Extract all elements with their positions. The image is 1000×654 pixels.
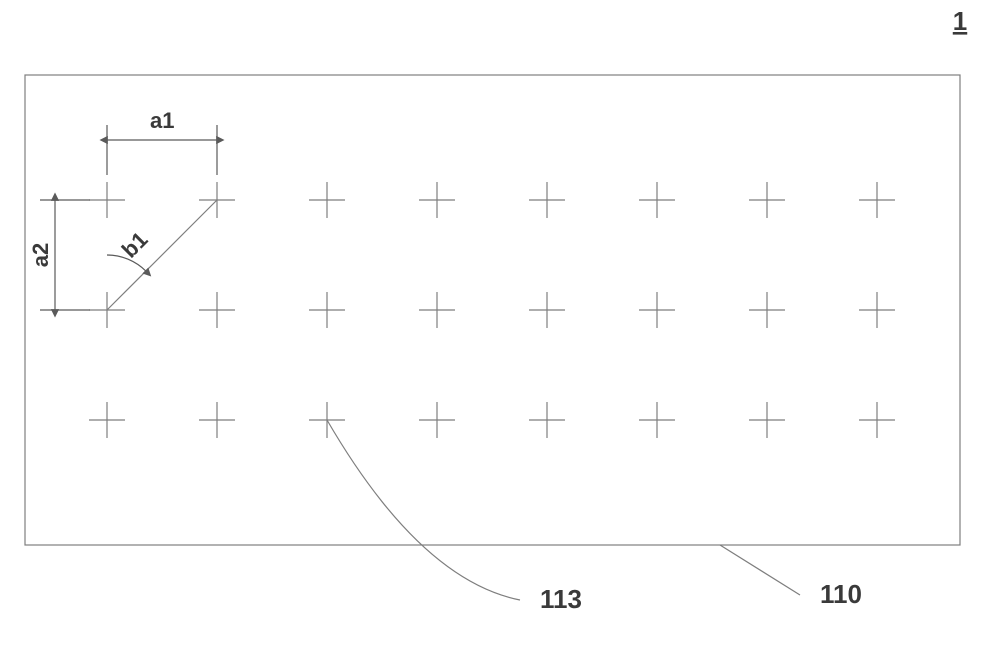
cross-mark [749, 292, 785, 328]
dimension-a1: a1 [107, 108, 217, 175]
dimension-b1: b1 [107, 200, 217, 310]
cross-mark [199, 402, 235, 438]
dimension-a2-label: a2 [28, 243, 53, 267]
cross-mark [419, 182, 455, 218]
cross-grid [89, 182, 895, 438]
cross-mark [859, 292, 895, 328]
cross-mark [859, 402, 895, 438]
cross-mark [419, 292, 455, 328]
cross-mark [639, 182, 675, 218]
cross-mark [529, 292, 565, 328]
dimension-a1-label: a1 [150, 108, 174, 133]
cross-mark [639, 402, 675, 438]
dimension-a2: a2 [28, 200, 90, 310]
cross-mark [309, 182, 345, 218]
figure-number: 1 [953, 6, 967, 36]
cross-mark [529, 182, 565, 218]
callout-110: 110 [720, 545, 862, 609]
cross-mark [639, 292, 675, 328]
cross-mark [309, 292, 345, 328]
callout-113: 113 [327, 420, 582, 614]
cross-mark [749, 182, 785, 218]
frame-rect [25, 75, 960, 545]
cross-mark [199, 292, 235, 328]
callout-110-label: 110 [820, 579, 862, 609]
cross-mark [529, 402, 565, 438]
cross-mark [89, 182, 125, 218]
cross-mark [749, 402, 785, 438]
cross-mark [89, 402, 125, 438]
cross-mark [859, 182, 895, 218]
cross-mark [419, 402, 455, 438]
callout-113-label: 113 [540, 584, 582, 614]
